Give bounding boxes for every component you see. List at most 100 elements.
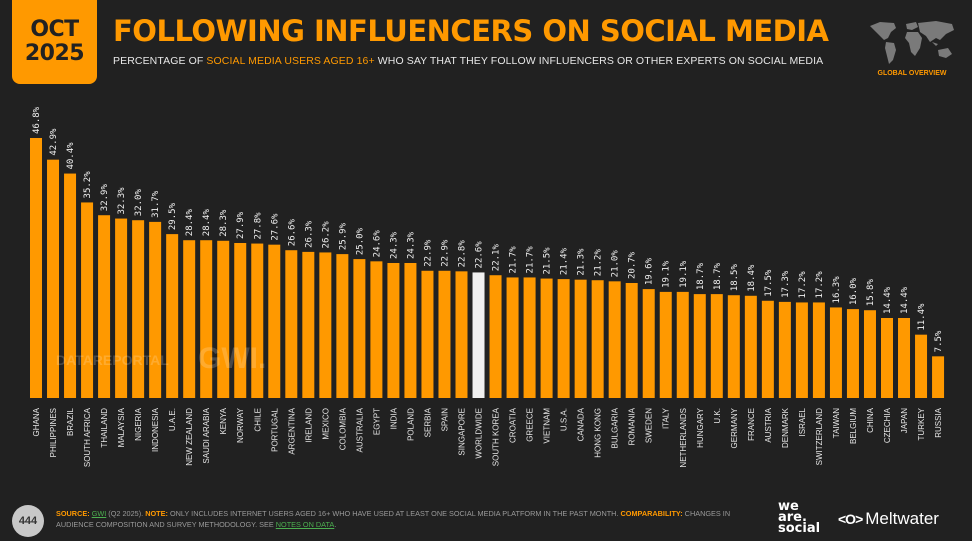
value-label: 22.6% [475,241,485,269]
bar-denmark [778,301,791,398]
value-label: 22.8% [458,240,468,268]
bar-australia [353,259,366,398]
bar-ireland [302,251,315,398]
bar-poland [404,263,417,398]
category-label: KENYA [219,407,228,434]
value-label: 21.3% [577,248,587,276]
bar-israel [795,302,808,398]
category-label: NEW ZEALAND [185,408,194,466]
bar-canada [574,279,587,398]
bar-taiwan [829,307,842,398]
category-label: CHINA [866,407,875,433]
we-are-social-logo: we are. social [778,500,821,536]
notes-on-data-link[interactable]: NOTES ON DATA [275,520,335,529]
bar-austria [761,300,774,398]
category-label: INDIA [389,407,398,429]
meltwater-logo: <O> Meltwater [838,509,939,529]
bar-norway [234,243,247,398]
date-badge: OCT 2025 [12,0,97,84]
category-label: AUSTRALIA [355,407,364,452]
bar-kenya [217,240,230,398]
bar-u-a-e- [166,234,179,398]
value-label: 40.4% [66,142,76,170]
category-label: WORLDWIDE [475,408,484,459]
category-label: NORWAY [236,407,245,443]
value-label: 27.6% [270,213,280,241]
value-label: 7.5% [934,330,944,352]
bar-argentina [285,250,298,398]
category-label: ISRAEL [798,407,807,436]
value-label: 35.2% [83,171,93,199]
bar-china [863,310,876,398]
bar-czechia [881,318,893,398]
bar-hong-kong [591,280,604,398]
bar-colombia [336,254,349,398]
bar-sweden [642,289,655,398]
page-subtitle: PERCENTAGE OF SOCIAL MEDIA USERS AGED 16… [113,55,823,67]
logo-social: social [778,521,821,536]
value-label: 21.7% [509,246,519,274]
value-label: 32.0% [134,189,144,217]
comparability-text: CHANGES IN AUDIENCE COMPOSITION AND SURV… [56,509,731,529]
value-label: 19.6% [645,257,655,285]
value-label: 27.9% [236,211,246,239]
bar-italy [659,291,672,398]
value-label: 18.5% [730,264,740,292]
category-label: FRANCE [747,408,756,441]
datareportal-watermark: DATAREPORTAL [56,352,169,368]
date-month: OCT [30,17,79,42]
bar-philippines [47,159,60,398]
bar-spain [438,270,451,398]
bar-chile [251,243,264,398]
bar-egypt [370,261,383,398]
value-label: 32.9% [100,184,110,212]
bar-u-s-a- [557,279,570,398]
value-label: 46.8% [32,106,42,134]
category-label: SWITZERLAND [815,408,824,466]
world-map-icon [870,21,954,64]
value-label: 18.4% [747,264,757,292]
value-label: 25.0% [355,227,365,255]
value-label: 31.7% [151,190,161,218]
value-label: 29.5% [168,202,178,230]
logo-are: are. [778,510,807,525]
value-label: 15.8% [866,279,876,307]
bar-germany [727,295,740,398]
bar-france [744,295,757,398]
region-label: GLOBAL OVERVIEW [877,70,947,77]
note-text: ONLY INCLUDES INTERNET USERS AGED 16+ WH… [167,509,621,518]
category-label: EGYPT [372,408,381,435]
category-label: IRELAND [304,408,313,443]
value-label: 18.7% [713,262,723,290]
value-label: 21.4% [560,247,570,275]
category-label: CANADA [577,407,586,441]
category-label: AUSTRIA [764,407,773,442]
bar-south-korea [489,275,502,398]
category-label: RUSSIA [934,407,943,437]
bar-romania [625,283,638,398]
category-label: ROMANIA [628,407,637,445]
subtitle-post: WHO SAY THAT THEY FOLLOW INFLUENCERS OR … [374,55,824,67]
value-label: 26.2% [321,221,331,249]
category-label: COLOMBIA [338,407,347,450]
bar-new-zealand [183,240,196,398]
bar-greece [523,277,536,398]
subtitle-highlight: SOCIAL MEDIA USERS AGED 16+ [206,55,375,67]
footer-end: . [334,520,337,529]
category-label: CZECHIA [883,407,892,443]
source-label: SOURCE: [56,509,90,518]
bar-japan [898,318,911,398]
source-link[interactable]: GWI [91,509,107,518]
value-label: 17.2% [798,271,808,299]
bar-turkey [915,334,928,398]
category-label: BRAZIL [66,407,75,436]
value-label: 27.8% [253,212,263,240]
category-label: PORTUGAL [270,407,279,451]
category-label: U.A.E. [168,408,177,431]
bar-brazil [64,173,77,398]
bar-hungary [693,294,706,398]
value-label: 19.1% [662,260,672,288]
category-label: DENMARK [781,407,790,448]
value-label: 18.7% [696,262,706,290]
